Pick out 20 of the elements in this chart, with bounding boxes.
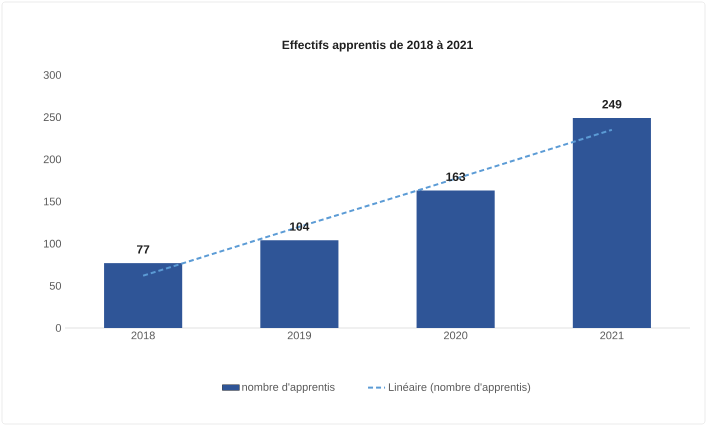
y-tick-label: 200 <box>44 155 62 164</box>
x-tick-label: 2019 <box>288 332 312 340</box>
y-tick-label: 0 <box>56 324 62 332</box>
legend-label: Linéaire (nombre d'apprentis) <box>388 382 530 394</box>
data-label: 77 <box>136 245 150 254</box>
x-tick-label: 2020 <box>444 332 468 340</box>
y-tick-label: 250 <box>44 113 62 122</box>
chart-title: Effectifs apprentis de 2018 à 2021 <box>282 40 473 52</box>
y-tick-label: 100 <box>44 240 62 248</box>
y-tick-label: 300 <box>44 71 62 79</box>
bar <box>416 190 495 328</box>
x-tick-label: 2021 <box>600 332 624 340</box>
bar <box>572 118 651 328</box>
x-tick-label: 2018 <box>131 332 155 340</box>
bar <box>104 263 182 328</box>
bar <box>260 240 338 328</box>
data-label: 249 <box>602 100 622 108</box>
y-tick-label: 50 <box>50 282 62 290</box>
legend-label: nombre d'apprentis <box>242 382 335 394</box>
y-tick-label: 150 <box>44 198 62 206</box>
